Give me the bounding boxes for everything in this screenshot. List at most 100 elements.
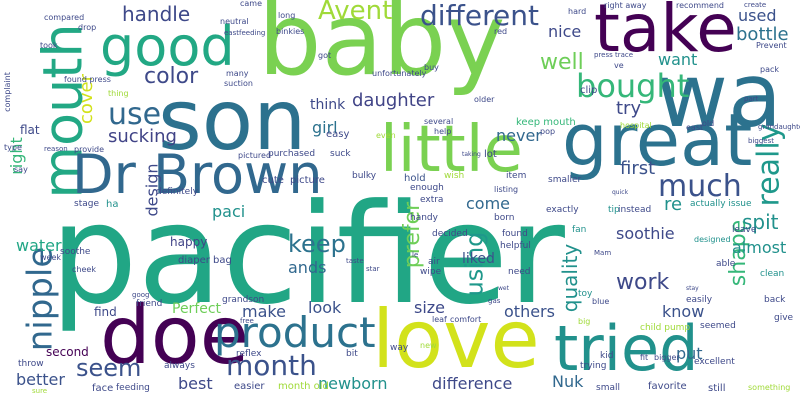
word-paci: paci [212,202,246,221]
word-compared: compared [44,13,85,22]
word-handle: handle [122,2,191,26]
word-drop: drop [78,23,97,32]
word-spit: spit [742,210,779,234]
word-feeding: feeding [116,383,150,393]
word-back: back [764,295,786,305]
word-big: big [578,317,591,326]
word-week: week [40,253,62,262]
word-stage: stage [74,199,99,209]
word-color: color [144,64,199,89]
word-actually-issue: actually issue [690,199,752,209]
word-decided: decided [432,229,468,239]
word-reflex: reflex [236,349,262,359]
word-red: red [494,27,508,36]
word-got: got [318,51,332,60]
word-know: know [662,302,705,321]
word-come: come [466,194,511,213]
word-try: try [616,98,642,119]
word-look: look [308,298,342,317]
word-clean: clean [760,269,785,279]
word-doe: doe [100,289,249,382]
word-something: something [748,383,791,392]
word-different: different [420,0,539,32]
word-child-pump: child pump [640,323,691,333]
word-smaller: smaller [548,175,582,185]
word-picture: picture [290,175,325,186]
word-helpful: helpful [500,241,531,251]
word-quality: quality [558,243,583,313]
word-comfort: comfort [450,315,482,324]
word-really: really [751,123,787,207]
word-sure: sure [32,387,48,395]
word-son: son [158,71,307,169]
word-air: air [428,257,440,267]
word-dr-brown: Dr Brown [72,143,323,206]
word-perfect: Perfect [172,301,222,317]
word-clip: clip [580,85,598,96]
word-second: second [46,345,89,359]
word-pop: pop [540,127,556,136]
word-tip: tip [608,205,620,215]
word-exactly: exactly [546,205,579,215]
word-favorite: favorite [648,381,687,392]
word-toy: toy [578,289,593,299]
word-reason: reason [44,145,68,153]
word-face: face [92,383,114,394]
word-used: used [738,6,777,25]
word-came: came [240,0,263,8]
word-quick: quick [612,189,629,196]
word-nice: nice [548,22,582,41]
word-definitely: definitely [156,187,199,197]
word-cute: cute [262,175,284,186]
word-grandaughter: grandaughter [758,123,800,131]
word-easily: easily [686,295,713,305]
word-star: star [366,265,380,273]
word-soothe: soothe [60,247,91,257]
word-great: great [562,98,753,182]
word-think: think [310,97,346,113]
word-bulky: bulky [352,171,377,181]
word-newborn: newborn [318,374,388,393]
word-hold: hold [404,173,426,184]
word-soothie: soothie [616,224,675,243]
word-eastfeeding: eastfeeding [224,29,266,37]
word-still: still [708,383,726,394]
word-instead: instead [618,205,652,215]
word-mam: Mam [594,249,612,257]
word-use: use [108,97,162,132]
word-month-old: month old [278,381,329,392]
word-re: re [664,194,683,215]
word-unfortunately: unfortunately [372,69,427,78]
word-fit: fit [640,353,649,362]
word-enough: enough [410,183,444,193]
word-diaper-bag: diaper bag [178,255,232,266]
word-put: put [676,344,703,363]
word-wipe: wipe [420,267,442,277]
word-le: le [412,251,419,259]
word-ve: ve [614,61,624,70]
word-part: part [744,95,759,103]
word-long: long [278,11,296,20]
word-best: best [178,374,213,393]
word-help: help [434,127,452,136]
word-type: type [4,143,22,152]
word-never: never [496,126,542,145]
word-trying: trying [580,361,607,371]
word-fan: fan [572,225,587,235]
word-tried: tried [554,312,699,385]
word-suck: suck [330,149,351,159]
word-well: well [540,50,584,75]
word-throw: throw [18,359,44,369]
word-happy: happy [170,235,208,249]
word-right-away: right away [604,1,647,10]
word-wish: wish [444,171,465,181]
word-lot: lot [484,149,497,160]
word-good: good [100,15,235,78]
word-blue: blue [592,297,610,306]
word-much: much [658,169,742,204]
word-neutral: neutral [220,17,249,26]
word-month: month [226,349,317,382]
word-even: even [376,131,396,140]
word-provide: provide [74,145,105,154]
